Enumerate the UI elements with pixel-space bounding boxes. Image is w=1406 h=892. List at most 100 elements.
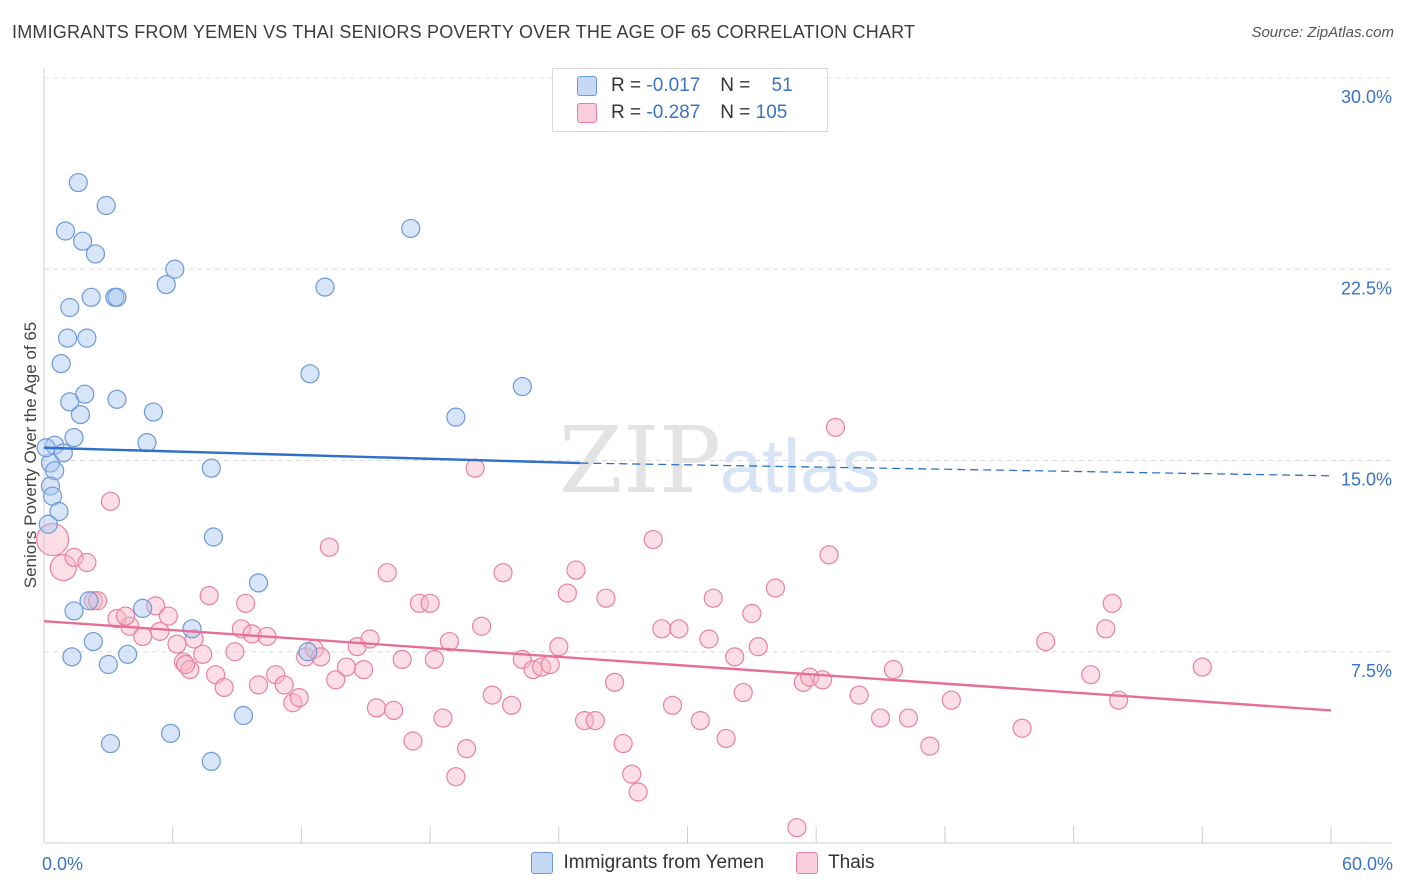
yemen-point xyxy=(203,527,224,547)
thais-point xyxy=(585,710,605,731)
thais-point xyxy=(433,708,453,728)
yemen-legend-swatch xyxy=(531,852,554,874)
thais-point xyxy=(366,698,387,718)
thais-point xyxy=(77,552,97,573)
thais-point xyxy=(566,560,586,580)
r-label: R = xyxy=(611,102,642,123)
thais-point xyxy=(1102,593,1122,613)
thais-point xyxy=(716,728,736,749)
thais-point xyxy=(384,700,404,721)
thais-point xyxy=(175,654,196,675)
thais-point xyxy=(669,619,689,639)
thais-point xyxy=(557,583,577,603)
r-value-thais: -0.287 xyxy=(646,102,701,123)
thais-point xyxy=(354,659,374,680)
thais-point xyxy=(465,458,485,478)
yemen-point xyxy=(38,514,58,534)
watermark-atlas: atlas xyxy=(720,424,881,509)
n-value-yemen: 51 xyxy=(771,75,793,96)
thais-point xyxy=(502,695,522,715)
grid-lines xyxy=(44,77,1392,653)
yemen-points xyxy=(36,172,532,772)
r-label: R = xyxy=(611,75,642,96)
legend-item-thais[interactable]: Thais xyxy=(796,852,875,874)
yemen-point xyxy=(107,389,127,409)
thais-point xyxy=(733,682,753,703)
thais-point xyxy=(1192,657,1212,677)
thais-point xyxy=(819,545,839,565)
thais-point xyxy=(748,637,768,657)
thais-point xyxy=(1096,619,1116,639)
thais-point xyxy=(64,547,84,568)
thais-point xyxy=(652,619,672,639)
thais-point xyxy=(311,647,331,667)
yemen-point xyxy=(51,354,71,374)
yemen-point xyxy=(315,277,335,297)
watermark: ZIP atlas xyxy=(559,407,880,514)
yemen-point xyxy=(233,705,254,726)
thais-point xyxy=(214,677,234,698)
thais-point xyxy=(173,652,194,672)
chart-title: IMMIGRANTS FROM YEMEN VS THAI SENIORS PO… xyxy=(12,22,916,42)
thais-point xyxy=(100,491,121,511)
yemen-point xyxy=(62,647,82,667)
axes xyxy=(43,68,1392,844)
legend-item-yemen[interactable]: Immigrants from Yemen xyxy=(531,852,764,874)
thais-point xyxy=(167,634,187,654)
thais-point xyxy=(725,647,745,667)
thais-point xyxy=(225,642,245,662)
yemen-point xyxy=(401,218,421,239)
thais-point xyxy=(319,537,339,557)
thais-point xyxy=(446,767,466,787)
r-value-yemen: -0.017 xyxy=(646,75,701,96)
thais-point xyxy=(133,626,153,647)
thais-point xyxy=(493,563,513,583)
yemen-point xyxy=(100,733,121,754)
yemen-point xyxy=(137,433,157,453)
thais-point xyxy=(420,593,440,613)
yemen-point xyxy=(300,364,320,384)
thais-point xyxy=(813,670,833,690)
thais-point xyxy=(549,637,569,657)
yemen-point xyxy=(165,259,185,279)
tick-labels: 7.5% 15.0% 22.5% 30.0% 0.0% 60.0% xyxy=(42,87,1393,874)
trend-lines xyxy=(43,446,1332,712)
thais-point xyxy=(870,708,891,728)
legend-label-yemen: Immigrants from Yemen xyxy=(563,852,765,873)
x-tick-label-max: 60.0% xyxy=(1342,854,1393,874)
stats-legend: R = -0.017 N = 51 R = -0.287 N = 105 xyxy=(552,68,828,132)
thais-point xyxy=(193,644,213,664)
thais-point xyxy=(35,522,70,557)
stats-row-yemen: R = -0.017 N = 51 xyxy=(577,73,793,99)
yemen-point xyxy=(133,598,153,619)
thais-point xyxy=(1081,665,1101,685)
yemen-point xyxy=(55,221,76,241)
thais-point xyxy=(699,629,719,649)
thais-point xyxy=(613,733,633,754)
thais-point xyxy=(471,616,492,636)
yemen-point xyxy=(298,642,318,662)
thais-point xyxy=(403,731,423,751)
source-label: Source: ZipAtlas.com xyxy=(1251,24,1394,41)
thais-point xyxy=(898,708,919,728)
y-tick-label: 30.0% xyxy=(1341,87,1392,107)
yemen-point xyxy=(98,654,118,675)
thais-point xyxy=(765,578,786,598)
thais-point xyxy=(236,593,256,613)
thais-point xyxy=(941,690,961,710)
thais-point xyxy=(742,603,762,624)
yemen-point xyxy=(81,287,101,307)
yemen-point xyxy=(248,573,269,593)
thais-point xyxy=(409,593,429,613)
thais-point xyxy=(377,563,397,583)
thais-point xyxy=(825,417,846,437)
yemen-point xyxy=(85,244,106,264)
yemen-point xyxy=(160,723,181,743)
thais-legend-swatch xyxy=(796,852,819,874)
thais-point xyxy=(115,606,136,626)
y-tick-label: 15.0% xyxy=(1341,470,1392,490)
yemen-point xyxy=(57,328,78,348)
yemen-point xyxy=(77,328,97,348)
thais-point xyxy=(787,818,807,838)
